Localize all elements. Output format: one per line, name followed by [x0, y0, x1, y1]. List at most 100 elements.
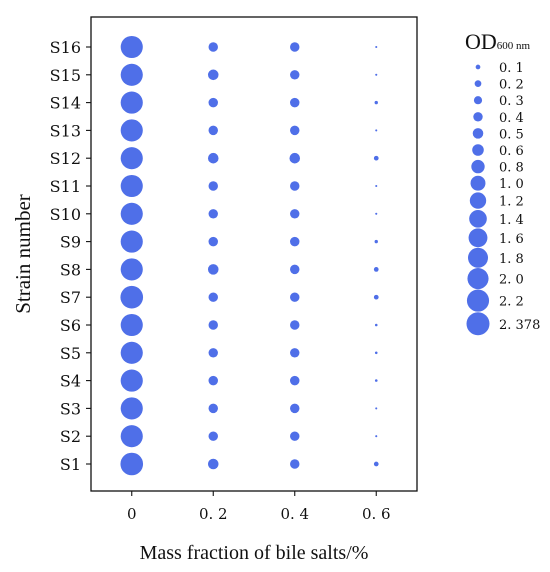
bubble-S2-x0 [120, 425, 143, 448]
bubble-S14-x0.4 [290, 97, 300, 108]
y-tick-label: S8 [60, 260, 81, 279]
legend-title-sub: 600 nm [497, 40, 531, 52]
bubble-S12-x0.4 [289, 152, 301, 164]
legend-bubble [468, 228, 488, 248]
legend-label: 1. 0 [499, 177, 524, 192]
bubble-S15-x0.2 [207, 69, 219, 81]
bubble-S16-x0.4 [290, 42, 300, 52]
bubble-S1-x0.6 [373, 461, 379, 467]
bubble-S6-x0 [120, 313, 143, 337]
bubble-S7-x0.2 [208, 292, 218, 302]
bubble-S7-x0 [120, 285, 144, 309]
y-tick-label: S7 [60, 288, 81, 307]
bubble-S11-x0 [120, 174, 143, 198]
legend-bubble [472, 128, 484, 139]
y-tick-label: S13 [50, 121, 81, 140]
legend-bubble [467, 268, 489, 290]
legend-label: 0. 2 [499, 78, 524, 93]
bubble-S9-x0 [120, 230, 143, 253]
bubble-S15-x0.4 [290, 70, 300, 80]
legend-label: 2. 2 [499, 295, 524, 310]
bubble-S10-x0.6 [375, 212, 378, 215]
bubble-S14-x0 [120, 91, 143, 114]
bubble-S10-x0.2 [208, 209, 218, 219]
bubble-S10-x0.4 [290, 209, 300, 219]
bubble-S3-x0 [120, 397, 143, 420]
legend: OD600 nm 0. 10. 20. 30. 40. 50. 60. 81. … [465, 29, 540, 336]
y-tick-label: S3 [60, 399, 81, 418]
legend-bubble [467, 247, 489, 268]
bubble-S11-x0.2 [208, 181, 218, 191]
bubble-S12-x0.6 [373, 155, 379, 161]
bubble-S16-x0.2 [208, 42, 218, 52]
bubble-S8-x0.2 [207, 264, 219, 275]
bubble-S13-x0 [120, 119, 143, 142]
bubble-S13-x0.6 [375, 129, 378, 132]
y-tick-label: S16 [50, 38, 81, 57]
y-tick-label: S6 [60, 316, 81, 335]
y-tick-label: S12 [50, 149, 81, 168]
bubble-S10-x0 [120, 202, 143, 225]
bubble-S4-x0.4 [290, 375, 300, 386]
x-tick-label: 0. 2 [199, 505, 228, 523]
bubble-S6-x0.6 [374, 323, 378, 327]
bubble-S16-x0 [120, 35, 143, 59]
plot-frame [90, 16, 418, 492]
x-tick-label: 0 [127, 505, 137, 523]
legend-bubble [466, 312, 490, 336]
legend-label: 0. 6 [499, 144, 524, 159]
legend-label: 0. 3 [499, 94, 524, 109]
x-tick-label: 0. 6 [362, 505, 391, 523]
plot-area: 0 0. 2 0. 4 0. 6 S1 S2 S3 S4 S5 S6 S7 S8 S9 S10 S11 S12… [50, 16, 418, 523]
bubble-S2-x0.4 [290, 431, 300, 441]
bubble-S6-x0.2 [208, 320, 218, 330]
legend-label: 1. 8 [499, 252, 524, 267]
x-axis-title: Mass fraction of bile salts/% [140, 542, 369, 564]
bubble-S14-x0.6 [374, 100, 378, 105]
bubble-S8-x0 [120, 258, 143, 281]
bubble-S3-x0.4 [290, 403, 300, 414]
legend-label: 1. 6 [499, 232, 524, 247]
legend-bubble [472, 144, 484, 156]
legend-bubble [474, 80, 482, 87]
bubble-S4-x0.6 [374, 379, 378, 382]
bubble-S4-x0.2 [208, 375, 218, 386]
bubble-S13-x0.2 [208, 125, 218, 136]
legend-label: 0. 8 [499, 161, 524, 176]
bubble-S5-x0.4 [290, 348, 300, 358]
legend-label: 2. 378 [499, 318, 540, 333]
bubble-S11-x0.6 [375, 184, 378, 188]
bubble-S9-x0.6 [374, 239, 378, 244]
y-axis-title: Strain number [11, 194, 35, 314]
legend-label: 0. 1 [499, 61, 524, 76]
bubble-S2-x0.2 [208, 431, 218, 441]
legend-label: 0. 4 [499, 111, 524, 126]
legend-label: 0. 5 [499, 127, 524, 142]
legend-bubble [471, 159, 485, 174]
bubble-S8-x0.4 [290, 264, 300, 275]
legend-bubble [469, 192, 487, 209]
bubble-S9-x0.4 [290, 236, 300, 247]
bubble-S2-x0.6 [375, 435, 378, 438]
bubble-S1-x0.2 [207, 458, 219, 470]
bubble-S12-x0 [120, 147, 143, 170]
bubble-S5-x0.6 [374, 351, 378, 355]
legend-bubble [466, 289, 490, 312]
bubble-S16-x0.6 [375, 45, 378, 49]
y-tick-label: S15 [50, 66, 81, 85]
bubble-S13-x0.4 [290, 125, 300, 136]
bubble-S15-x0 [120, 63, 143, 86]
bubble-S7-x0.4 [290, 292, 300, 302]
bubble-S3-x0.6 [375, 407, 378, 410]
bubble-S3-x0.2 [208, 403, 218, 414]
legend-bubble [469, 209, 487, 228]
legend-label: 2. 0 [499, 273, 524, 288]
bubble-S6-x0.4 [290, 320, 300, 330]
bubble-S11-x0.4 [290, 181, 300, 191]
x-tick-label: 0. 4 [280, 505, 309, 523]
legend-title-main: OD [465, 29, 497, 54]
y-tick-label: S11 [50, 177, 81, 196]
bubble-S4-x0 [120, 369, 143, 392]
legend-title: OD600 nm [465, 29, 531, 54]
